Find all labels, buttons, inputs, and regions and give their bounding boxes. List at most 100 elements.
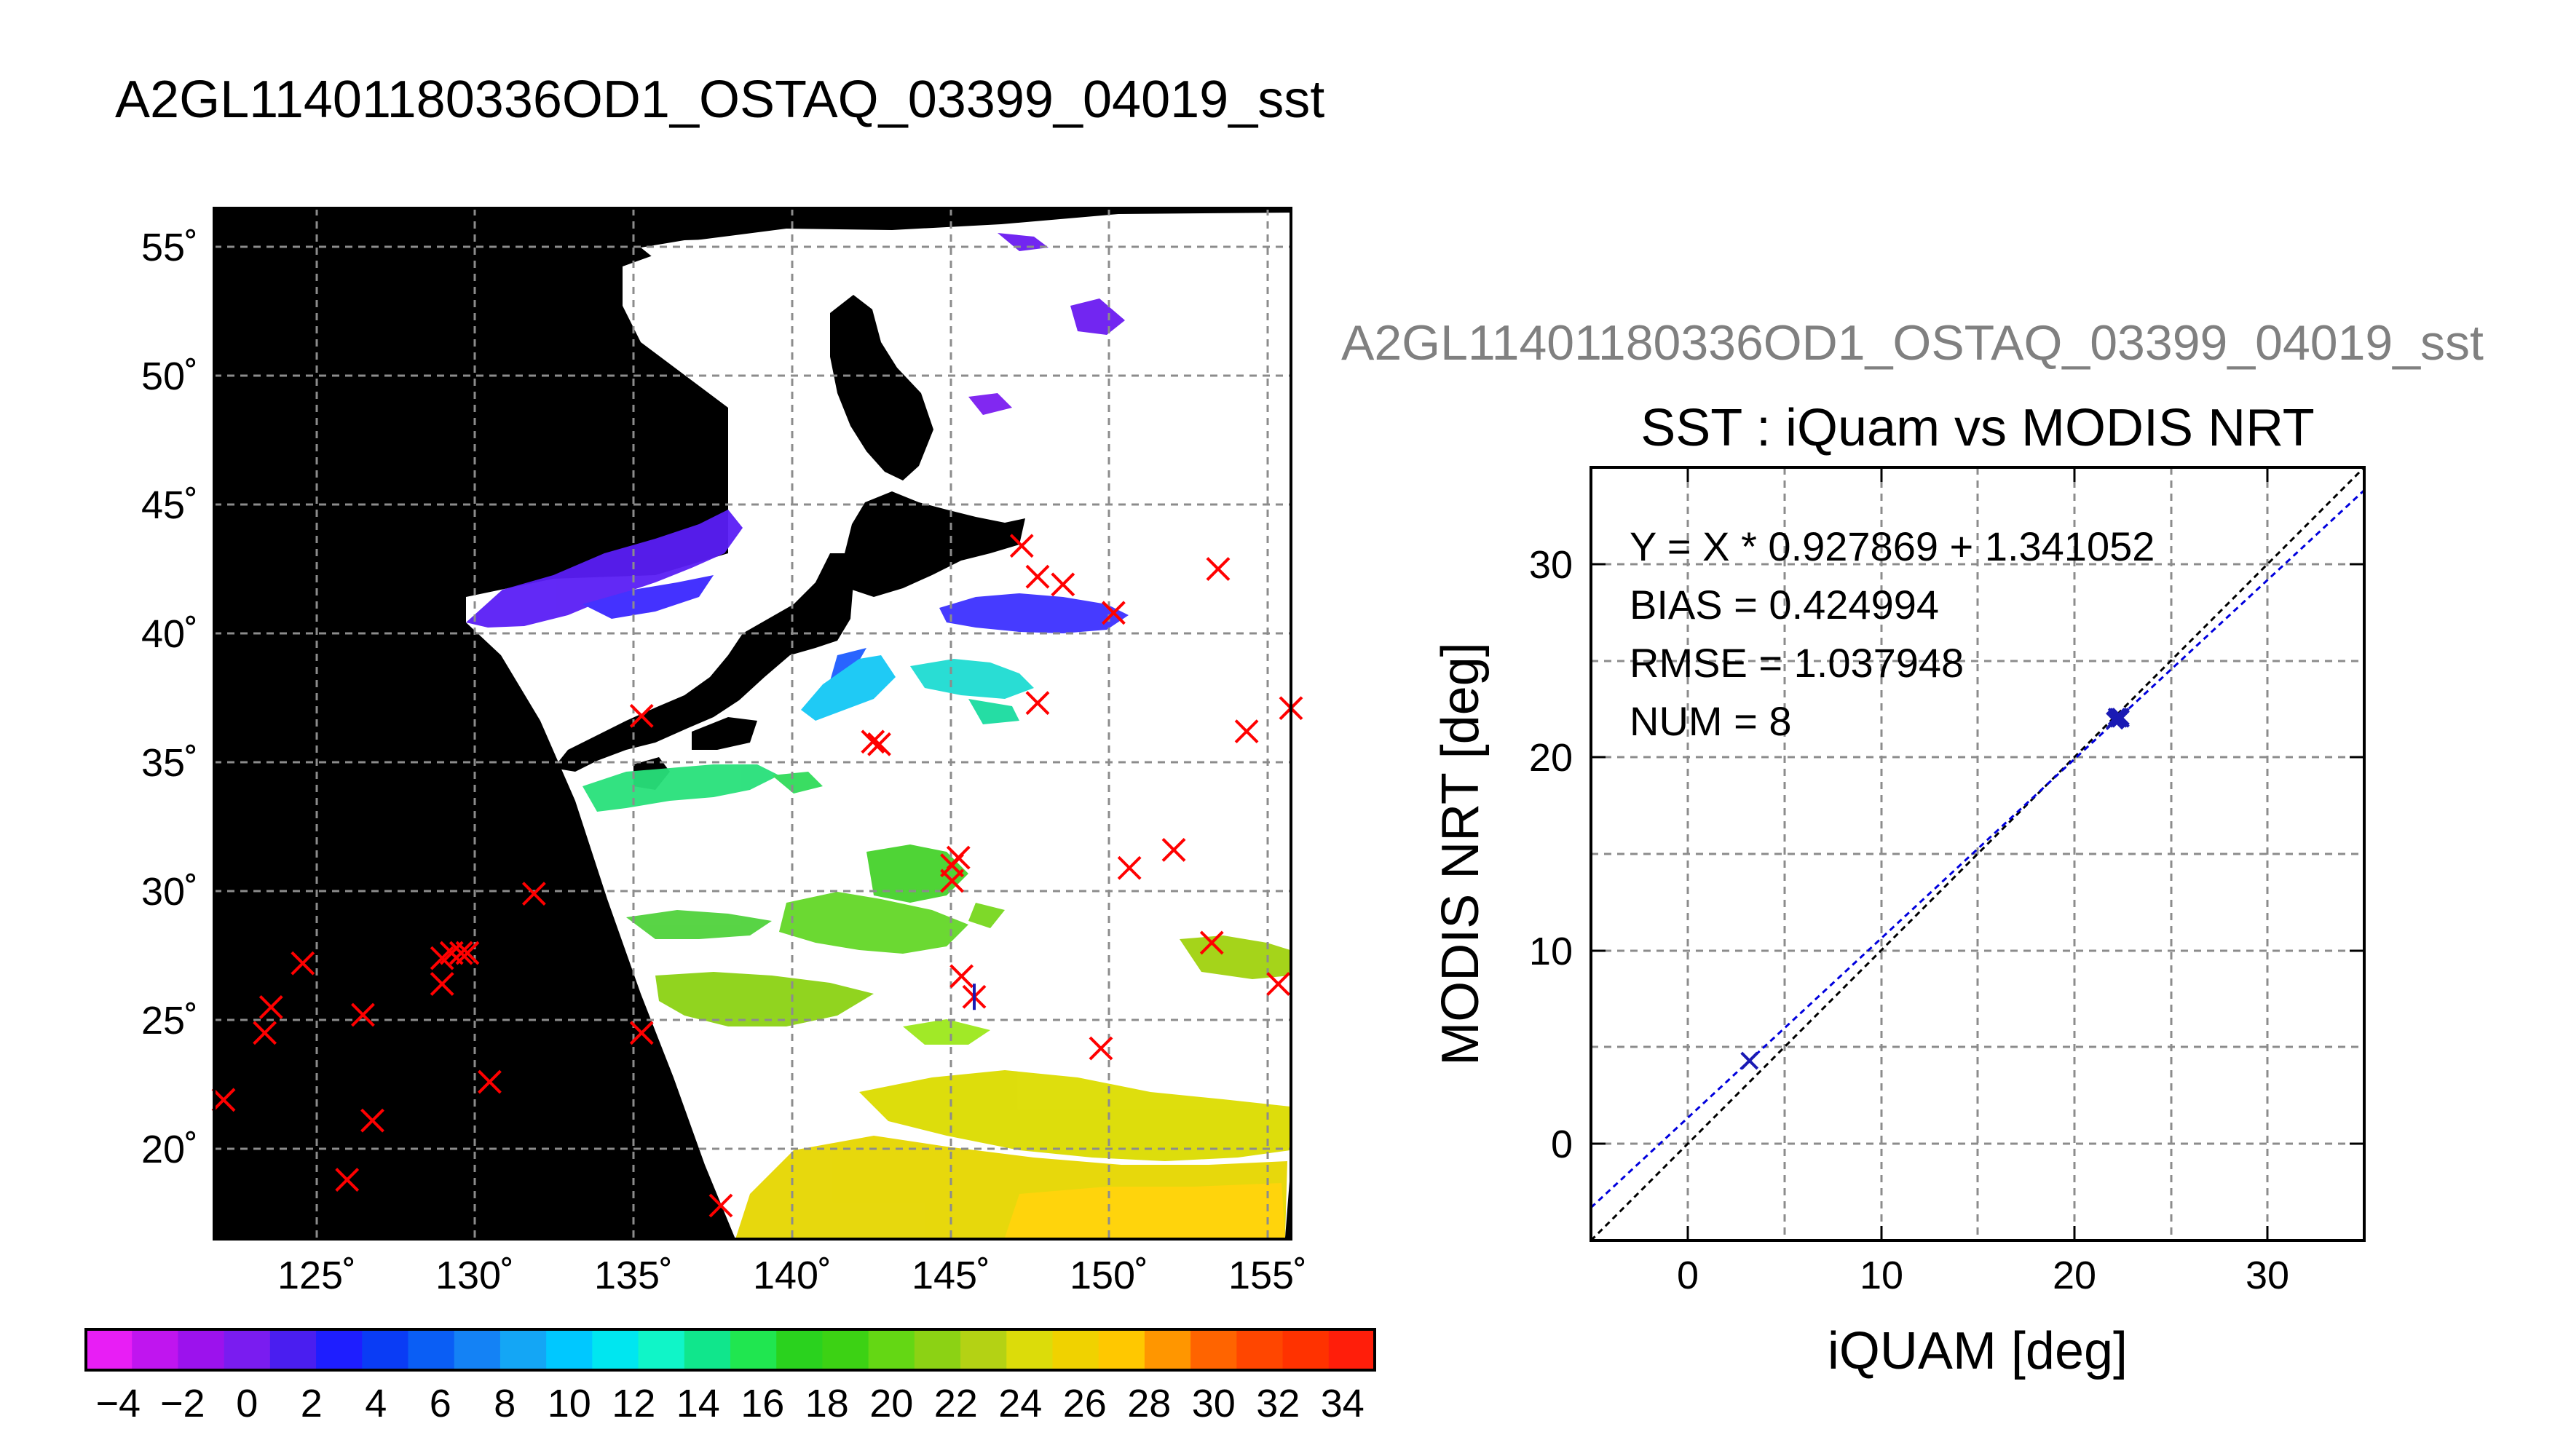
map-x-tick-label: 135˚	[594, 1254, 673, 1297]
scatter-y-tick-label: 0	[1551, 1123, 1573, 1166]
sst-colorbar: −4 −2 0 2 4 6 8 10 12 14 16 18 20 22 24 26 28 30 32 34	[84, 1328, 1376, 1425]
sst-patches	[466, 233, 1290, 1239]
map-marker	[258, 994, 283, 1019]
scatter-points	[1740, 708, 2130, 1070]
map-marker	[1009, 534, 1034, 558]
colorbar-segment	[592, 1329, 639, 1370]
colorbar-segment	[454, 1329, 501, 1370]
map-marker	[946, 845, 971, 870]
scatter-point	[1740, 1051, 1759, 1070]
map-marker	[351, 1002, 375, 1027]
map-marker	[449, 941, 473, 965]
map-marker	[1051, 572, 1075, 597]
land-japan	[553, 295, 1025, 790]
regression-fit-line	[1591, 489, 2364, 1208]
map-y-tick-label: 25˚	[141, 999, 198, 1042]
colorbar-segments	[86, 1329, 1375, 1370]
colorbar-segment	[1282, 1329, 1330, 1370]
scatter-title: SST : iQuam vs MODIS NRT	[1640, 399, 2315, 457]
scatter-y-tick-label: 30	[1529, 543, 1573, 587]
colorbar-tick-label: 28	[1127, 1382, 1171, 1425]
colorbar-tick-label: 24	[998, 1382, 1042, 1425]
main-title: A2GL11401180336OD1_OSTAQ_03399_04019_sst	[115, 71, 1325, 129]
map-marker	[211, 1088, 236, 1112]
cloud-north	[641, 239, 757, 259]
map-markers	[211, 534, 1303, 1218]
colorbar-segment	[822, 1329, 869, 1370]
colorbar-tick-label: 4	[365, 1382, 387, 1425]
colorbar-tick-label: 30	[1192, 1382, 1236, 1425]
map-y-tick-label: 50˚	[141, 355, 198, 398]
colorbar-tick-labels: −4 −2 0 2 4 6 8 10 12 14 16 18 20 22 24 26 28 30 32 34	[95, 1382, 1364, 1425]
colorbar-tick-label: 16	[741, 1382, 784, 1425]
map-marker	[430, 972, 454, 996]
map-x-tick-label: 145˚	[912, 1254, 990, 1297]
map-marker	[360, 1108, 384, 1133]
colorbar-tick-label: 2	[301, 1382, 323, 1425]
colorbar-segment	[408, 1329, 455, 1370]
colorbar-segment	[269, 1329, 317, 1370]
colorbar-segment	[1190, 1329, 1237, 1370]
colorbar-segment	[638, 1329, 685, 1370]
scatter-y-axis-label: MODIS NRT [deg]	[1431, 642, 1490, 1066]
colorbar-segment	[868, 1329, 915, 1370]
map-marker	[1117, 855, 1142, 880]
map-marker	[861, 729, 885, 754]
map-marker	[291, 951, 315, 976]
colorbar-segment	[914, 1329, 961, 1370]
colorbar-tick-label: 6	[430, 1382, 451, 1425]
map-x-tick-label: 155˚	[1228, 1254, 1307, 1297]
scatter-grid	[1591, 467, 2364, 1241]
map-marker	[1206, 557, 1231, 582]
map-y-tick-label: 20˚	[141, 1128, 198, 1171]
colorbar-tick-label: 8	[494, 1382, 516, 1425]
colorbar-tick-label: 14	[676, 1382, 720, 1425]
colorbar-segment	[546, 1329, 593, 1370]
scatter-x-tick-label: 0	[1677, 1254, 1699, 1297]
num-value: NUM = 8	[1630, 698, 1792, 744]
colorbar-segment	[1236, 1329, 1284, 1370]
map-marker	[629, 1021, 654, 1045]
map-marker	[1089, 1036, 1113, 1061]
map-marker	[335, 1168, 360, 1192]
map-grid	[214, 208, 1291, 1239]
colorbar-tick-label: −2	[160, 1382, 205, 1425]
map-y-tick-label: 45˚	[141, 483, 198, 527]
colorbar-segment	[86, 1329, 133, 1370]
rmse-value: RMSE = 1.037948	[1630, 640, 1964, 686]
map-marker	[455, 941, 480, 965]
map-x-tick-label: 130˚	[435, 1254, 514, 1297]
colorbar-segment	[178, 1329, 225, 1370]
colorbar-segment	[1098, 1329, 1145, 1370]
scatter-y-tick-label: 20	[1529, 736, 1573, 780]
map-x-tick-label: 150˚	[1070, 1254, 1148, 1297]
colorbar-segment	[1328, 1329, 1375, 1370]
colorbar-tick-label: −4	[95, 1382, 141, 1425]
bias-value: BIAS = 0.424994	[1630, 582, 1939, 628]
map-marker	[1025, 564, 1050, 589]
colorbar-segment	[776, 1329, 824, 1370]
colorbar-segment	[224, 1329, 271, 1370]
map-y-tick-label: 55˚	[141, 226, 198, 269]
map-marker	[708, 1193, 733, 1218]
scatter-x-axis-label: iQUAM [deg]	[1828, 1322, 2128, 1380]
colorbar-tick-label: 20	[869, 1382, 913, 1425]
map-frame	[213, 207, 1292, 1241]
map-y-ticks: 20˚ 25˚ 30˚ 35˚ 40˚ 45˚ 50˚ 55˚	[141, 226, 198, 1171]
colorbar-segment	[362, 1329, 409, 1370]
colorbar-frame	[84, 1328, 1376, 1372]
colorbar-tick-label: 32	[1256, 1382, 1300, 1425]
colorbar-segment	[316, 1329, 363, 1370]
map-marker	[1101, 601, 1126, 625]
fit-equation: Y = X * 0.927869 + 1.341052	[1630, 523, 2155, 569]
scatter-frame	[1590, 466, 2366, 1242]
colorbar-segment	[960, 1329, 1007, 1370]
map-marker	[1266, 972, 1291, 996]
identity-line	[1591, 467, 2364, 1241]
scatter-ticks	[1591, 467, 2364, 1241]
colorbar-segment	[1006, 1329, 1054, 1370]
colorbar-segment	[1144, 1329, 1191, 1370]
map-marker	[1234, 719, 1259, 744]
scatter-x-tick-labels: 0 10 20 30	[1677, 1254, 2289, 1297]
map-marker	[1025, 691, 1050, 716]
